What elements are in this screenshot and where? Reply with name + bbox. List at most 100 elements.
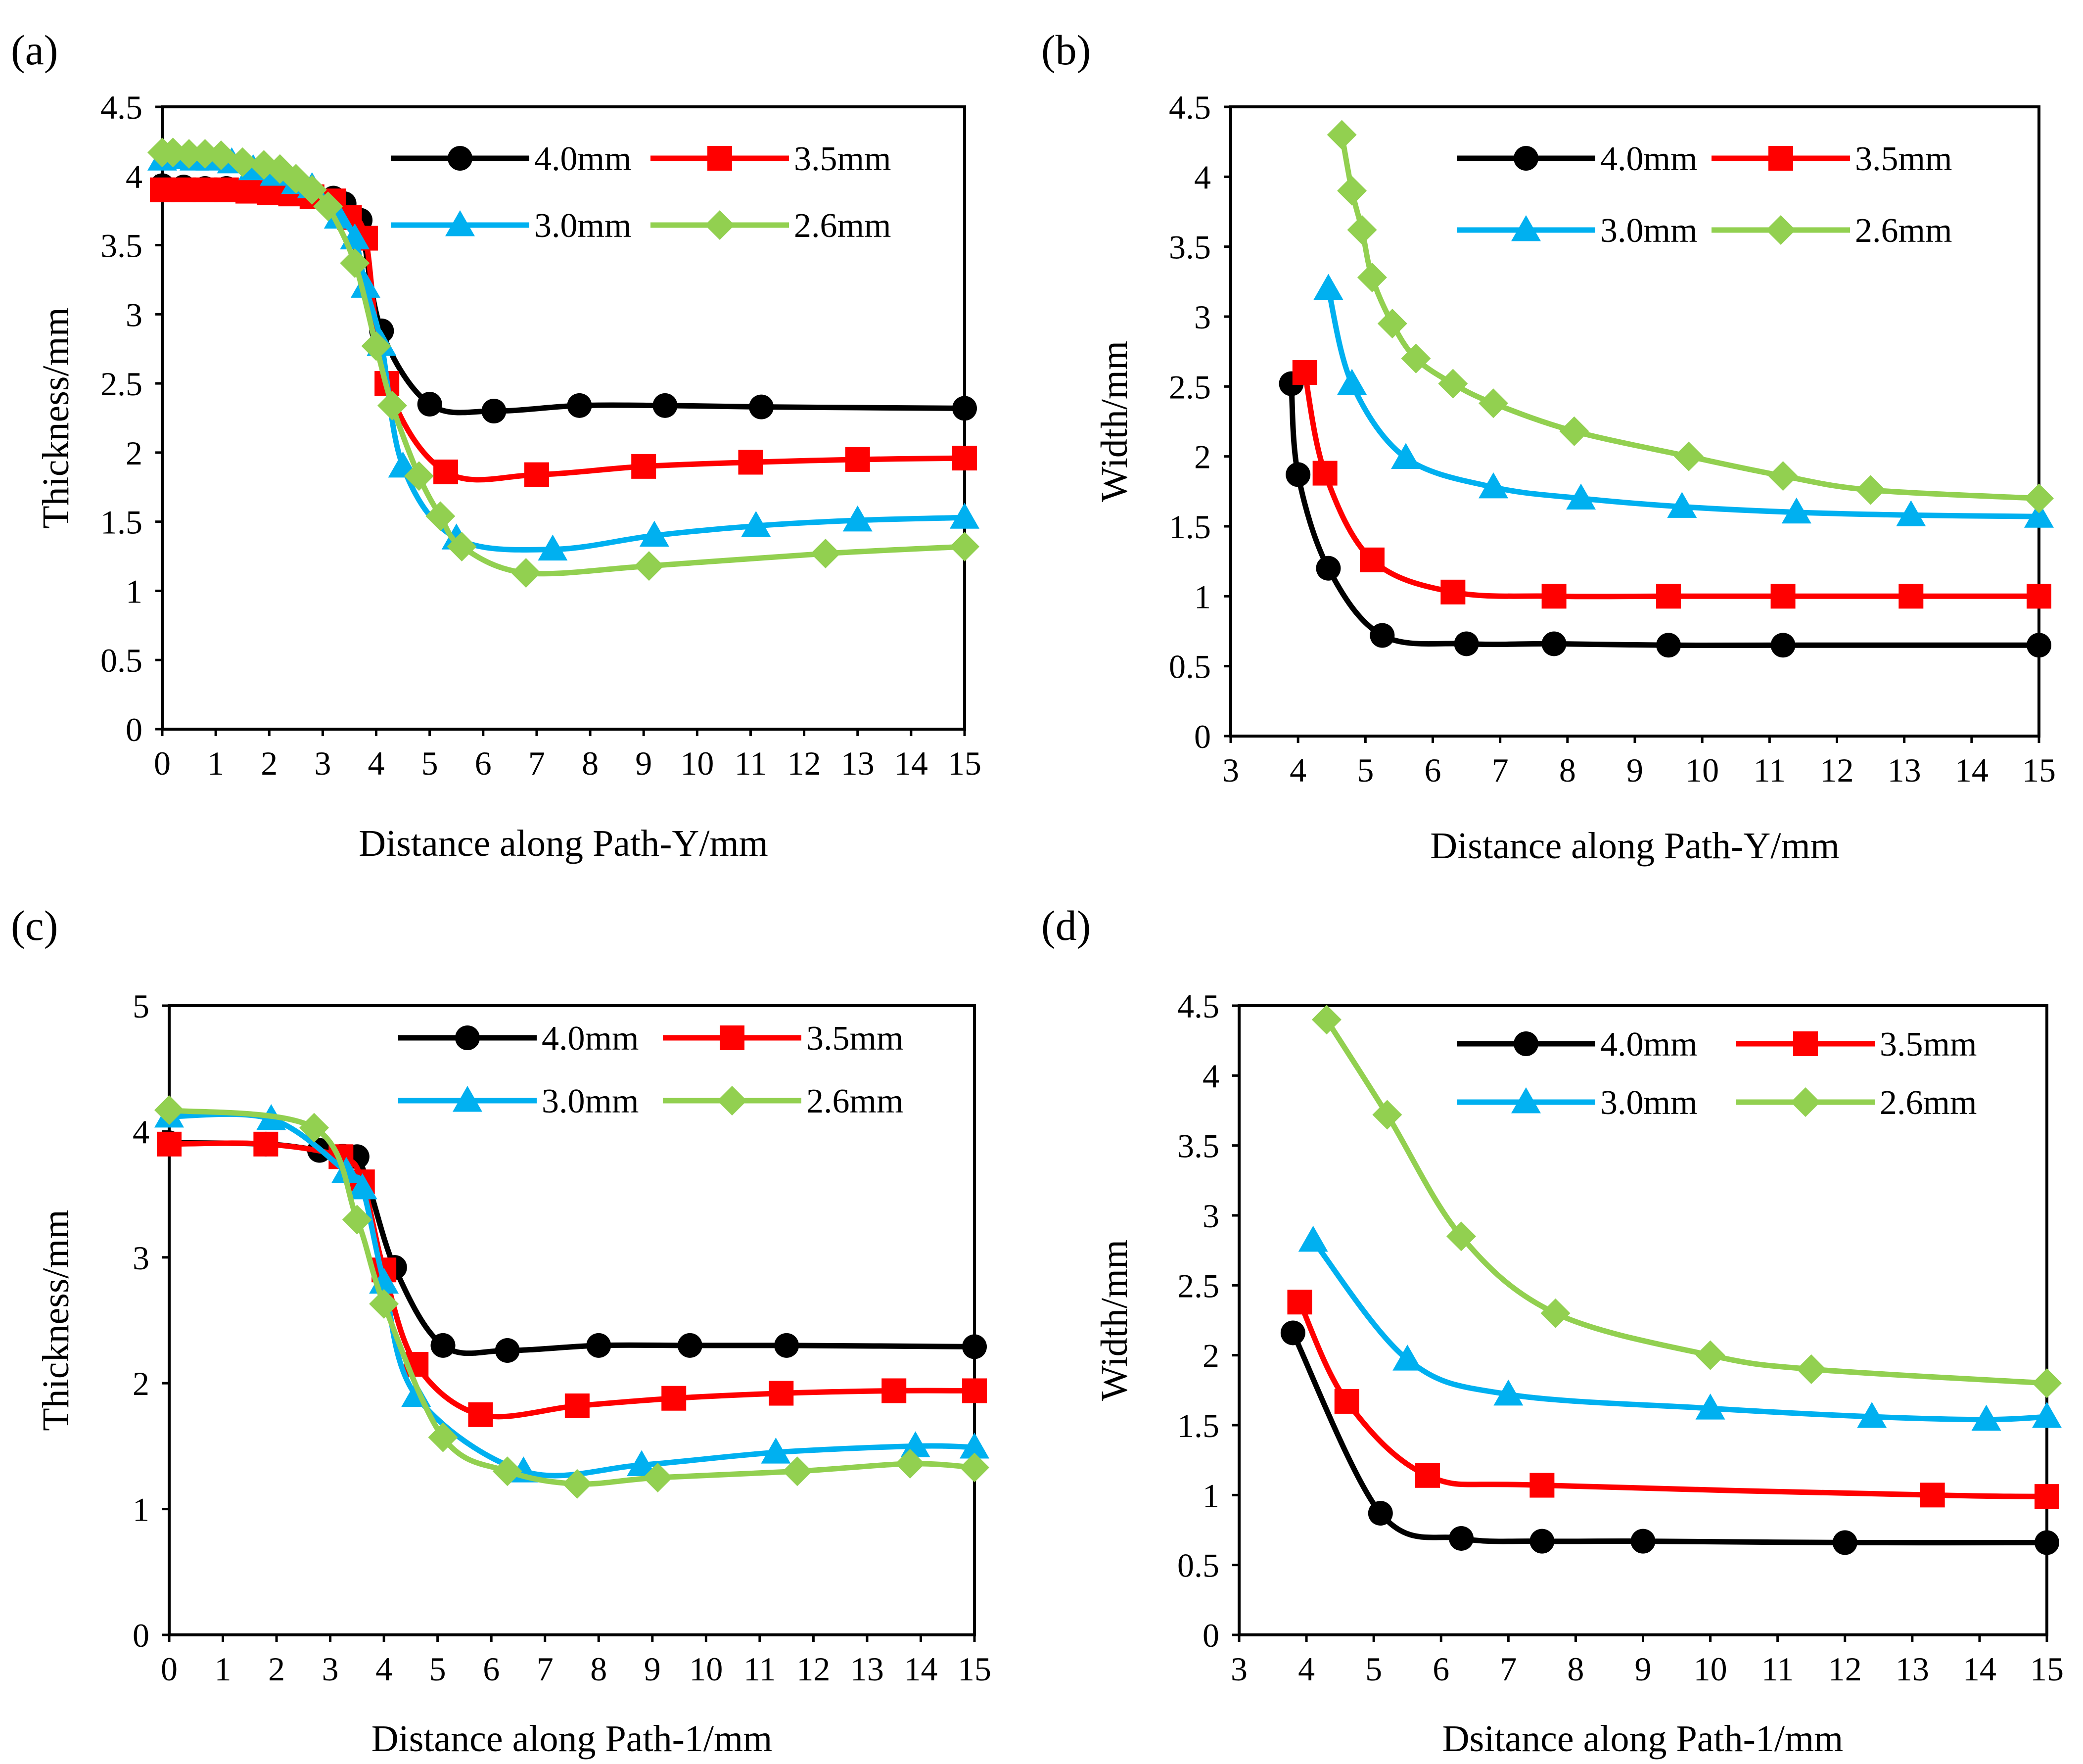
legend-swatch-marker [1514, 146, 1538, 171]
data-point [1768, 461, 1798, 491]
y-tick-label: 4.5 [1177, 987, 1219, 1025]
panel-label: (b) [1041, 26, 1091, 74]
data-point [952, 396, 977, 421]
y-tick-label: 1 [1203, 1477, 1219, 1514]
series-4.0mm [157, 1130, 987, 1363]
chart-panel-1: (b) 0 0.5 1 1.5 2 2.5 3 3.5 4 4.5 3 4 5 6 7 8 9 10 11 12 13 14… [1041, 26, 2056, 867]
x-axis-title: Distance along Path-1/mm [371, 1718, 773, 1760]
data-point [235, 179, 261, 204]
data-point [331, 1157, 362, 1183]
data-point [900, 1431, 930, 1457]
panel-label: (c) [11, 902, 58, 949]
series-2.6mm [154, 1095, 989, 1499]
data-point [1770, 584, 1796, 609]
legend-swatch-marker [1511, 1087, 1541, 1114]
x-tick-label: 11 [743, 1650, 776, 1688]
x-tick-label: 4 [1290, 751, 1306, 789]
legend-label: 3.5mm [1880, 1025, 1977, 1064]
x-axis-title: Distance along Path-Y/mm [1430, 825, 1839, 867]
data-point [1372, 1100, 1402, 1130]
x-tick-label: 4 [375, 1650, 392, 1688]
y-axis-title: Width/mm [1094, 1240, 1135, 1401]
legend-swatch-marker [1768, 146, 1793, 171]
legend-item-2.6mm: 2.6mm [1736, 1084, 1977, 1122]
data-point [749, 394, 774, 419]
data-point [1541, 584, 1567, 609]
data-point [492, 1456, 522, 1486]
x-tick-label: 8 [590, 1650, 607, 1688]
y-tick-label: 3 [1203, 1197, 1219, 1235]
data-point [1337, 369, 1367, 395]
y-tick-label: 4 [133, 1113, 149, 1151]
data-point [428, 1422, 458, 1452]
legend-label: 2.6mm [1855, 212, 1952, 250]
legend-item-4.0mm: 4.0mm [398, 1020, 639, 1058]
legend-item-3.5mm: 3.5mm [1736, 1025, 1977, 1064]
x-tick-label: 4 [1298, 1650, 1315, 1688]
data-point [1454, 631, 1479, 656]
data-point [960, 1452, 989, 1483]
y-tick-label: 0 [1203, 1617, 1219, 1654]
x-tick-label: 0 [161, 1650, 178, 1688]
series-3.0mm [147, 143, 979, 561]
data-point [1695, 1340, 1725, 1370]
data-point [1695, 1393, 1725, 1420]
legend-label: 4.0mm [534, 140, 631, 178]
y-tick-label: 2 [1194, 438, 1211, 476]
data-point [881, 1378, 907, 1403]
x-tick-label: 12 [796, 1650, 830, 1688]
data-point [350, 272, 380, 298]
data-point [2027, 584, 2051, 609]
y-tick-label: 4 [126, 158, 142, 195]
data-point [538, 534, 568, 561]
data-point [950, 503, 979, 529]
data-point [1559, 416, 1589, 446]
series-line [1297, 1299, 2050, 1499]
data-point [1347, 215, 1377, 245]
x-tick-label: 5 [1357, 751, 1374, 789]
data-point [361, 331, 391, 361]
data-point [1440, 579, 1466, 604]
legend-label: 3.0mm [1600, 212, 1697, 250]
x-tick-label: 10 [1694, 1650, 1727, 1688]
x-tick-label: 1 [215, 1650, 231, 1688]
x-tick-label: 13 [841, 744, 875, 782]
y-tick-label: 3 [126, 296, 142, 333]
data-point [1368, 1501, 1393, 1526]
x-tick-label: 13 [1896, 1650, 1929, 1688]
data-point [430, 1333, 456, 1358]
panel-label: (d) [1041, 902, 1091, 949]
data-point [661, 1386, 687, 1411]
data-point [586, 1333, 611, 1358]
legend-item-3.5mm: 3.5mm [1712, 140, 1952, 178]
data-point [952, 446, 977, 471]
data-point [1446, 1221, 1477, 1252]
x-tick-label: 0 [154, 744, 171, 782]
data-point [627, 1450, 657, 1477]
y-tick-label: 1 [133, 1491, 149, 1529]
y-tick-label: 2 [126, 434, 142, 472]
series-3.5mm [157, 1131, 987, 1427]
data-point [1449, 1526, 1474, 1551]
x-tick-label: 6 [483, 1650, 500, 1688]
data-point [842, 505, 873, 532]
x-tick-label: 3 [322, 1650, 339, 1688]
data-point [377, 390, 407, 420]
data-point [1298, 1225, 1328, 1252]
y-tick-label: 2.5 [1177, 1267, 1219, 1304]
legend-swatch-marker [720, 1025, 744, 1050]
series-3.0mm [154, 1101, 989, 1483]
y-tick-label: 5 [133, 987, 149, 1025]
x-tick-label: 11 [1754, 751, 1786, 789]
data-point [214, 177, 239, 202]
series-line [1325, 286, 2042, 519]
legend-label: 4.0mm [1600, 140, 1697, 178]
data-point [782, 1456, 812, 1486]
data-point [1857, 1402, 1887, 1428]
data-point [347, 1173, 377, 1200]
x-tick-label: 1 [207, 744, 224, 782]
data-point [1667, 492, 1697, 518]
data-point [895, 1449, 925, 1479]
x-tick-label: 8 [1559, 751, 1576, 789]
data-point [1566, 483, 1596, 510]
